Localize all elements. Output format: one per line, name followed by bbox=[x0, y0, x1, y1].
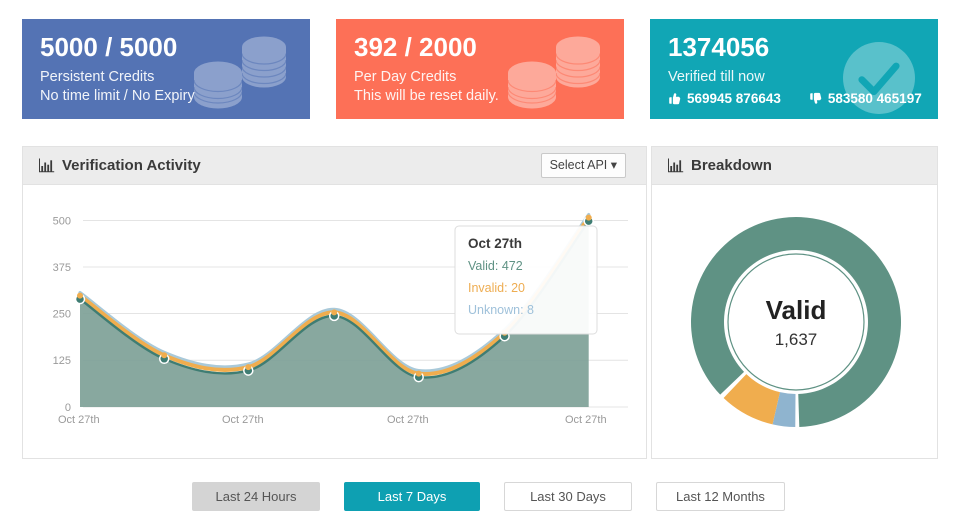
svg-text:125: 125 bbox=[53, 355, 71, 367]
svg-text:Unknown: 8: Unknown: 8 bbox=[468, 303, 534, 317]
svg-text:Valid: Valid bbox=[766, 295, 827, 325]
svg-text:0: 0 bbox=[65, 402, 71, 414]
svg-text:Oct 27th: Oct 27th bbox=[387, 414, 429, 426]
svg-text:1,637: 1,637 bbox=[775, 330, 818, 349]
svg-text:Oct 27th: Oct 27th bbox=[468, 236, 522, 251]
svg-text:Invalid: 20: Invalid: 20 bbox=[468, 281, 525, 295]
svg-text:500: 500 bbox=[53, 216, 71, 228]
svg-text:Oct 27th: Oct 27th bbox=[58, 414, 100, 426]
svg-text:Oct 27th: Oct 27th bbox=[565, 414, 607, 426]
svg-text:Valid: 472: Valid: 472 bbox=[468, 259, 523, 273]
svg-text:Oct 27th: Oct 27th bbox=[222, 414, 264, 426]
svg-text:375: 375 bbox=[53, 262, 71, 274]
svg-text:250: 250 bbox=[53, 309, 71, 321]
